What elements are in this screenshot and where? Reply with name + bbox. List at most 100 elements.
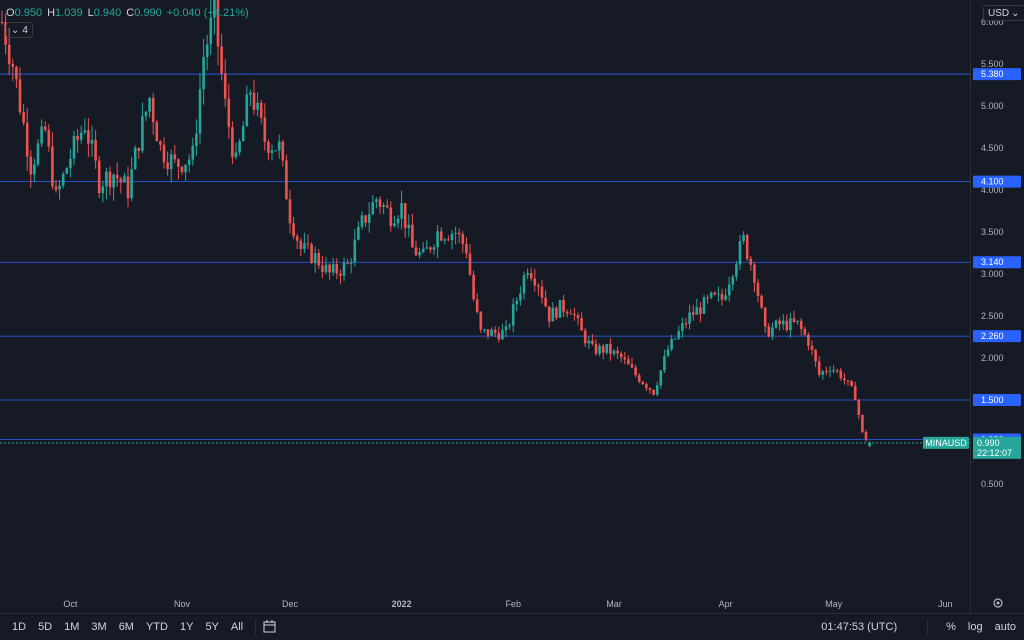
price-tick-label: 2.500 — [981, 311, 1004, 321]
candle — [537, 283, 540, 296]
candle — [731, 274, 735, 291]
price-tick-label: 5.500 — [981, 59, 1004, 69]
symbol-label: MINAUSD — [925, 438, 967, 448]
high-value: H1.039 — [47, 7, 83, 19]
timeframe-3m[interactable]: 3M — [91, 621, 107, 633]
candle — [483, 328, 486, 333]
timeframe-1y[interactable]: 1Y — [179, 621, 194, 633]
bottom-toolbar: 1D 5D 1M 3M 6M YTD 1Y 5Y All 01:47:53 (U… — [0, 613, 1024, 640]
candle — [281, 139, 285, 167]
candle — [159, 139, 162, 151]
time-labels: Oct Nov Dec 2022 Feb Mar Apr May Jun — [63, 599, 952, 609]
candle — [439, 227, 443, 242]
candle — [479, 310, 483, 334]
candle — [72, 130, 76, 166]
candle — [155, 119, 159, 142]
chevron-down-icon: ⌄ — [11, 24, 20, 36]
auto-scale-toggle[interactable]: auto — [994, 621, 1016, 633]
toolbar-divider — [255, 619, 257, 635]
candle — [18, 67, 22, 115]
candle — [774, 319, 778, 329]
candle — [717, 286, 720, 302]
candle — [378, 196, 382, 214]
candle — [778, 317, 781, 331]
toolbar-divider — [927, 619, 929, 635]
candle — [519, 286, 522, 306]
candle — [580, 312, 583, 331]
candle — [33, 158, 36, 183]
candle — [414, 240, 418, 256]
candle — [601, 343, 605, 360]
candle — [40, 119, 43, 148]
calendar-range-icon[interactable] — [262, 619, 278, 635]
candle — [490, 327, 493, 336]
candle — [742, 231, 745, 245]
candle — [270, 144, 274, 161]
time-axis[interactable]: Oct Nov Dec 2022 Feb Mar Apr May Jun — [0, 595, 970, 613]
timeframe-6m[interactable]: 6M — [118, 621, 134, 633]
candle — [346, 258, 349, 265]
candle — [864, 429, 868, 442]
time-label: Dec — [282, 599, 299, 609]
last-price-label: 0.990 22:12:07 — [973, 436, 1021, 459]
candle — [821, 370, 825, 380]
indicator-count: 4 — [22, 24, 28, 36]
candle — [807, 332, 810, 351]
candle — [465, 236, 468, 259]
candle — [853, 381, 857, 401]
candle — [151, 92, 155, 135]
candle — [850, 380, 853, 387]
timeframe-1m[interactable]: 1M — [64, 621, 80, 633]
timeframe-5d[interactable]: 5D — [38, 621, 53, 633]
candle — [508, 323, 511, 330]
candle — [666, 345, 670, 358]
candle — [533, 268, 537, 292]
time-label: 2022 — [392, 599, 412, 609]
price-level-lines — [0, 73, 970, 440]
candle — [562, 294, 565, 318]
currency-selector[interactable]: USD ⌄ — [983, 5, 1024, 21]
candle — [814, 348, 817, 368]
candle — [187, 154, 191, 173]
candle — [475, 292, 479, 314]
price-axis[interactable]: 0.5001.0001.5002.0002.5003.0003.5004.000… — [970, 0, 1024, 595]
candle — [846, 380, 850, 386]
candle — [861, 414, 864, 434]
candle — [267, 139, 270, 161]
candle — [684, 317, 688, 329]
candle — [702, 294, 706, 315]
candle — [299, 238, 303, 256]
gear-icon — [993, 598, 1003, 608]
utc-clock[interactable]: 01:47:53 (UTC) — [821, 621, 898, 633]
timeframe-ytd[interactable]: YTD — [145, 621, 168, 633]
candle — [429, 246, 432, 254]
timeframe-5y[interactable]: 5Y — [205, 621, 219, 633]
candle — [663, 349, 666, 373]
candle — [555, 306, 558, 321]
candle — [497, 326, 501, 343]
price-tick-label: 3.000 — [981, 269, 1004, 279]
candle — [544, 290, 547, 308]
candle — [94, 130, 97, 169]
candle — [461, 231, 465, 253]
candlestick-chart[interactable]: MINAUSD — [0, 0, 970, 595]
axis-settings[interactable] — [970, 595, 1024, 613]
timeframe-1d[interactable]: 1D — [12, 621, 27, 633]
candle — [551, 301, 555, 322]
candle — [641, 380, 645, 385]
candle — [501, 324, 504, 340]
level-label: 4.100 — [981, 177, 1004, 187]
candle — [65, 166, 69, 175]
candle — [4, 13, 7, 55]
candle — [25, 107, 29, 171]
candle — [69, 148, 72, 178]
log-scale-toggle[interactable]: log — [967, 621, 983, 633]
indicators-toggle[interactable]: ⌄ 4 — [6, 22, 33, 38]
candle — [180, 165, 184, 175]
timeframe-all[interactable]: All — [230, 621, 244, 633]
percent-scale-toggle[interactable]: % — [946, 621, 956, 633]
candle — [443, 237, 447, 245]
candle — [393, 215, 396, 228]
candle — [101, 181, 105, 203]
candle — [832, 365, 835, 374]
